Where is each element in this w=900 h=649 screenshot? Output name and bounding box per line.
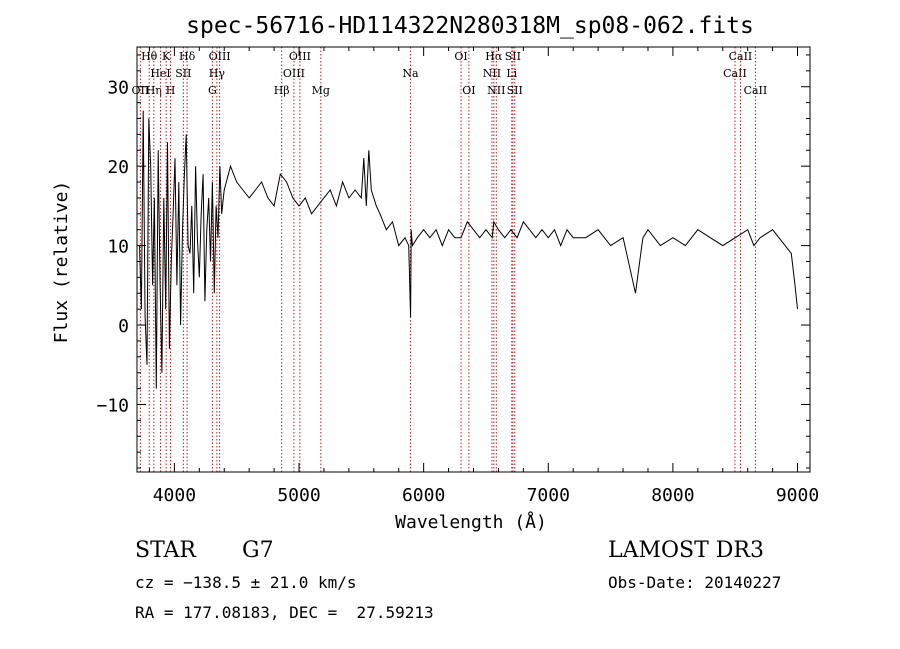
line-label-5007: OIII [289,50,311,63]
line-label-4102: Hδ [179,50,196,63]
line-label-8498: CaII [723,67,747,80]
x-axis-label: Wavelength (Å) [395,511,547,533]
x-tick-label: 9000 [776,485,819,506]
line-label-6548: NII [483,67,501,80]
line-label-3969: H [166,84,176,97]
x-tick-label: 8000 [651,485,694,506]
line-label-6563: Hα [485,50,503,63]
line-label-6716: SII [505,50,521,63]
line-label-3727: OII [132,84,150,97]
line-label-6731: SII [507,84,523,97]
y-tick-label: 30 [107,78,129,99]
line-label-5175: Mg [312,84,330,97]
spectral-line-markers: OII Hθ Hη HeI K H SII Hδ G Hγ OIII Hβ OIII OIII Mg Na OI… [132,47,768,472]
series-flux [139,110,798,389]
chart-title: spec-56716-HD114322N280318M_sp08-062.fit… [186,13,754,39]
line-label-4341: Hγ [209,67,226,80]
y-tick-label: 20 [107,157,129,178]
line-label-5894: Na [402,67,419,80]
redshift-velocity: cz = −138.5 ± 21.0 km/s [135,573,357,592]
observation-date: Obs-Date: 20140227 [608,573,782,592]
axis-ticks: 4000 5000 6000 7000 8000 9000 −10 0 10 20 30 [96,47,819,506]
line-label-3889: HeI [150,67,170,80]
plot-frame [136,46,811,473]
y-tick-label: 10 [107,237,129,258]
line-label-6300: OI [454,50,467,63]
line-label-4305: G [208,84,217,97]
y-axis-label: Flux (relative) [51,181,72,344]
line-label-6707: Li [506,67,517,80]
line-label-6363: OI [462,84,475,97]
x-tick-label: 7000 [527,485,570,506]
line-label-4363: OIII [209,50,231,63]
coordinates: RA = 177.08183, DEC = 27.59213 [135,603,434,622]
line-label-6583: NII [487,84,505,97]
line-label-4959: OIII [283,67,305,80]
line-label-3835: Hη [146,84,162,97]
object-class: STAR [135,538,196,563]
line-label-3934: K [162,50,171,63]
line-label-3798: Hθ [141,50,158,63]
y-tick-label: −10 [96,395,129,416]
line-label-4861: Hβ [274,84,290,97]
line-label-8662: CaII [744,84,768,97]
x-tick-label: 4000 [153,485,196,506]
x-tick-label: 5000 [277,485,320,506]
object-subclass: G7 [242,538,274,563]
survey-label: LAMOST DR3 [608,538,764,563]
line-label-4072: SII [175,67,191,80]
y-tick-label: 0 [118,316,129,337]
x-tick-label: 6000 [402,485,445,506]
line-label-8542: CaII [729,50,753,63]
flux-series [139,110,798,389]
